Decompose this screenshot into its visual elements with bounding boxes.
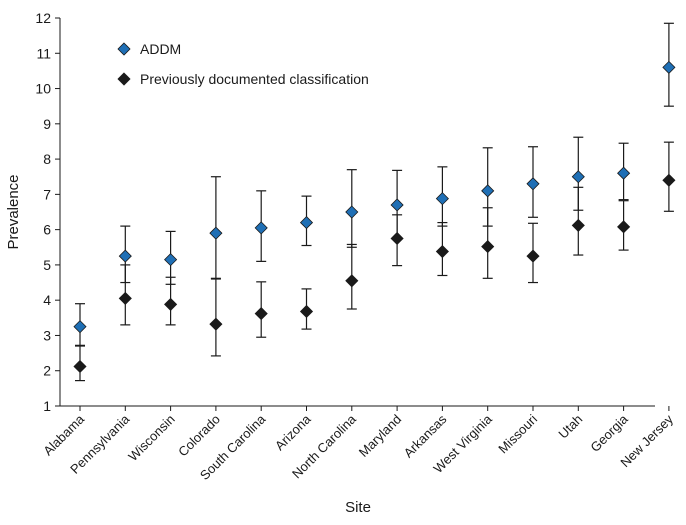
previous-classification-point <box>571 218 585 232</box>
y-axis-title: Prevalence <box>5 174 22 249</box>
data-markers <box>73 60 676 374</box>
y-tick-label: 5 <box>43 257 51 273</box>
y-tick-label: 4 <box>43 292 51 308</box>
x-tick-label: Arizona <box>272 411 314 453</box>
y-tick-label: 1 <box>43 398 51 414</box>
x-tick-label: Wisconsin <box>125 412 178 465</box>
addm-point <box>390 198 404 212</box>
addm-point <box>571 170 585 184</box>
previous-classification-point <box>118 291 132 305</box>
addm-point <box>526 177 540 191</box>
addm-point <box>118 249 132 263</box>
y-tick-label: 12 <box>35 10 51 26</box>
x-axis-title: Site <box>345 499 371 516</box>
addm-point <box>254 221 268 235</box>
previous-classification-point <box>526 249 540 263</box>
previous-classification-point <box>617 220 631 234</box>
addm-point <box>617 166 631 180</box>
previous-classification-point <box>435 244 449 259</box>
y-tick-label: 2 <box>43 363 51 379</box>
x-tick-label: Maryland <box>356 412 404 460</box>
previous-classification-point <box>299 304 314 319</box>
previous-classification-point <box>345 274 359 288</box>
legend-previous-marker <box>117 72 131 86</box>
addm-point <box>73 320 87 334</box>
y-tick-label: 6 <box>43 222 51 238</box>
y-tick-label: 11 <box>36 45 51 61</box>
previous-classification-point <box>662 173 676 187</box>
x-tick-label: Alabama <box>40 411 87 458</box>
legend-addm-marker <box>117 42 131 56</box>
previous-classification-point <box>164 297 178 311</box>
x-tick-label: Missouri <box>495 411 540 456</box>
legend-label: Previously documented classification <box>140 71 369 87</box>
addm-point <box>164 253 178 267</box>
axes <box>59 18 655 407</box>
previous-classification-point <box>390 231 404 246</box>
legend-label: ADDM <box>140 41 181 57</box>
previous-classification-point <box>209 317 223 331</box>
legend: ADDM Previously documented classification <box>117 41 369 87</box>
previous-classification-point <box>73 359 87 374</box>
x-tick-label: Georgia <box>587 411 631 455</box>
addm-point <box>662 60 676 74</box>
previous-classification-point <box>481 240 495 254</box>
y-tick-label: 8 <box>43 151 51 167</box>
x-tick-label: Utah <box>555 412 585 442</box>
addm-point <box>481 184 495 198</box>
previous-classification-point <box>254 307 268 321</box>
y-tick-label: 3 <box>43 327 51 343</box>
addm-point <box>435 192 449 206</box>
addm-point <box>345 205 359 219</box>
addm-point <box>209 226 223 240</box>
y-tick-label: 9 <box>43 116 51 132</box>
addm-point <box>299 216 314 230</box>
x-ticks: AlabamaPennsylvaniaWisconsinColoradoSout… <box>40 406 676 483</box>
y-tick-label: 10 <box>35 81 51 97</box>
y-tick-label: 7 <box>43 186 51 202</box>
